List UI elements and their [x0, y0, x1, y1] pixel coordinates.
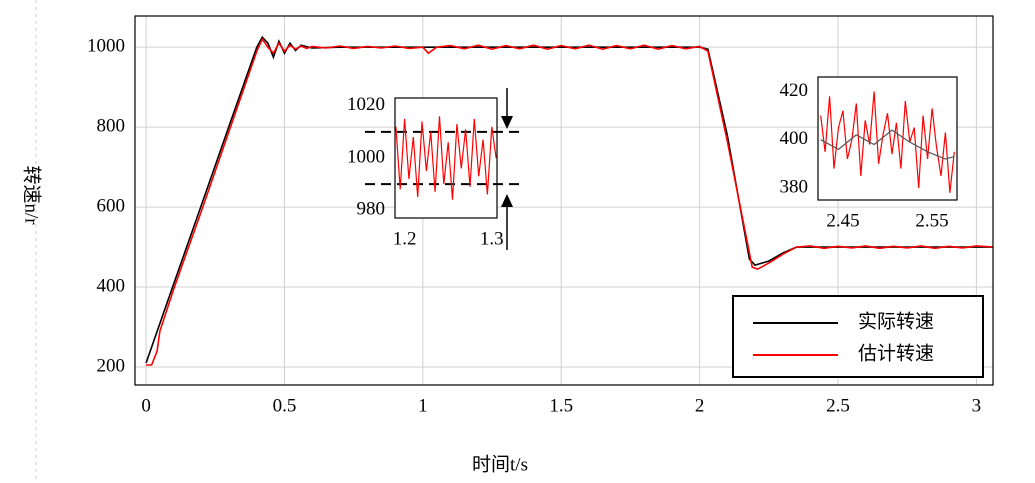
series-line — [395, 116, 497, 200]
legend-label: 估计转速 — [858, 342, 934, 364]
y-tick-label: 200 — [97, 355, 126, 376]
y-tick-label: 420 — [780, 80, 809, 101]
y-tick-label: 1000 — [87, 36, 125, 57]
x-axis-label: 时间t/s — [472, 453, 528, 475]
x-tick-label: 1.3 — [480, 228, 504, 249]
y-tick-label: 400 — [780, 128, 809, 149]
plot-frame — [394, 97, 498, 219]
plot-frame — [134, 15, 994, 386]
x-tick-label: 1.2 — [393, 228, 417, 249]
y-tick-label: 800 — [97, 115, 126, 136]
y-axis-label: 转速n/r — [21, 165, 43, 225]
plot-frame — [817, 76, 958, 201]
y-tick-label: 980 — [357, 199, 386, 220]
series-line — [145, 35, 993, 364]
x-tick-label: 3 — [972, 395, 982, 416]
x-tick-label: 2 — [695, 395, 705, 416]
x-tick-label: 2.55 — [915, 210, 948, 231]
plot-area — [818, 77, 957, 200]
arrow-head — [501, 116, 513, 129]
series-line — [820, 129, 955, 160]
x-tick-label: 2.45 — [826, 210, 859, 231]
series-line — [146, 37, 994, 366]
y-tick-label: 380 — [780, 176, 809, 197]
y-tick-label: 400 — [97, 275, 126, 296]
arrow-head — [501, 194, 513, 207]
y-tick-label: 1020 — [347, 94, 385, 115]
legend-box — [732, 295, 984, 378]
legend-label: 实际转速 — [858, 310, 934, 332]
x-tick-label: 1 — [418, 395, 428, 416]
x-tick-label: 0 — [141, 395, 151, 416]
y-tick-label: 1000 — [347, 146, 385, 167]
y-tick-label: 600 — [97, 195, 126, 216]
x-tick-label: 1.5 — [549, 395, 573, 416]
x-tick-label: 0.5 — [273, 395, 297, 416]
series-line — [820, 91, 955, 193]
x-tick-label: 2.5 — [826, 395, 850, 416]
